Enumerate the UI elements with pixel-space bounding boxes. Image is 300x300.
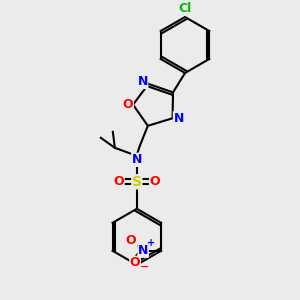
Text: Cl: Cl <box>178 2 192 16</box>
Text: −: − <box>140 262 149 272</box>
Text: O: O <box>113 175 124 188</box>
Text: N: N <box>132 153 142 166</box>
Text: S: S <box>132 175 142 189</box>
Text: N: N <box>138 244 148 257</box>
Text: O: O <box>149 175 160 188</box>
Text: O: O <box>123 98 133 111</box>
Text: +: + <box>147 238 155 248</box>
Text: O: O <box>130 256 140 269</box>
Text: O: O <box>126 234 136 247</box>
Text: N: N <box>173 112 184 125</box>
Text: N: N <box>137 76 148 88</box>
